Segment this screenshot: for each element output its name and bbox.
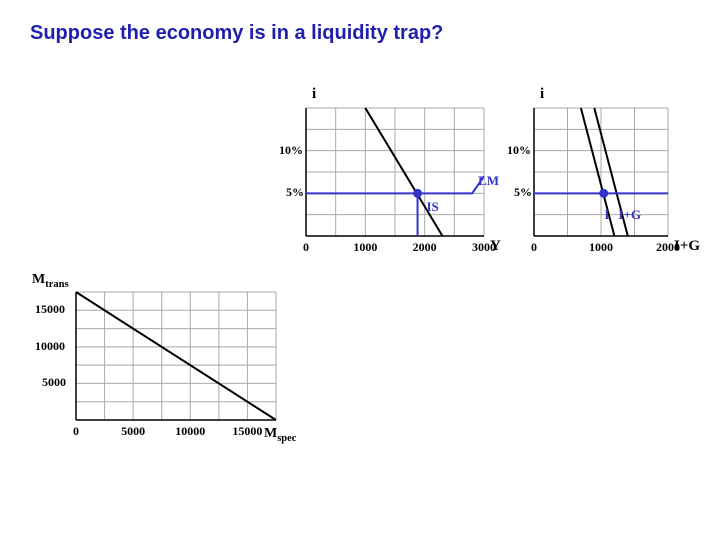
- x-axis-label: I+G: [674, 238, 700, 255]
- ig-line-label: I+G: [618, 207, 641, 223]
- y-axis-label: Mtrans: [32, 272, 69, 290]
- x-axis-label: Y: [490, 238, 501, 255]
- x-tick-label: 10000: [172, 424, 208, 439]
- is-lm-plot: [276, 108, 534, 286]
- x-tick-label: 0: [516, 240, 552, 255]
- y-tick-label: 15000: [35, 302, 65, 317]
- y-tick-label: 10%: [507, 143, 531, 158]
- x-tick-label: 15000: [229, 424, 265, 439]
- is-lm-chart: 01000200030005%10%iYISLM: [276, 108, 534, 286]
- investment-gov-chart: 0100020005%10%iI+GII+G: [504, 108, 718, 286]
- x-tick-label: 0: [58, 424, 94, 439]
- y-tick-label: 5%: [514, 185, 532, 200]
- i-line-label: I: [604, 207, 609, 223]
- lm-label: LM: [478, 173, 499, 189]
- y-tick-label: 10%: [279, 143, 303, 158]
- y-tick-label: 10000: [35, 339, 65, 354]
- x-tick-label: 0: [288, 240, 324, 255]
- y-tick-label: 5%: [286, 185, 304, 200]
- ig-plot: [504, 108, 718, 286]
- x-tick-label: 1000: [583, 240, 619, 255]
- x-tick-label: 2000: [407, 240, 443, 255]
- y-axis-label: i: [540, 86, 544, 103]
- page-title: Suppose the economy is in a liquidity tr…: [30, 22, 443, 45]
- x-tick-label: 5000: [115, 424, 151, 439]
- x-axis-label: Mspec: [264, 426, 296, 444]
- y-tick-label: 5000: [42, 375, 66, 390]
- x-tick-label: 1000: [347, 240, 383, 255]
- money-demand-chart: 05000100001500050001000015000MtransMspec: [28, 292, 308, 470]
- y-axis-label: i: [312, 86, 316, 103]
- is-label: IS: [426, 199, 438, 215]
